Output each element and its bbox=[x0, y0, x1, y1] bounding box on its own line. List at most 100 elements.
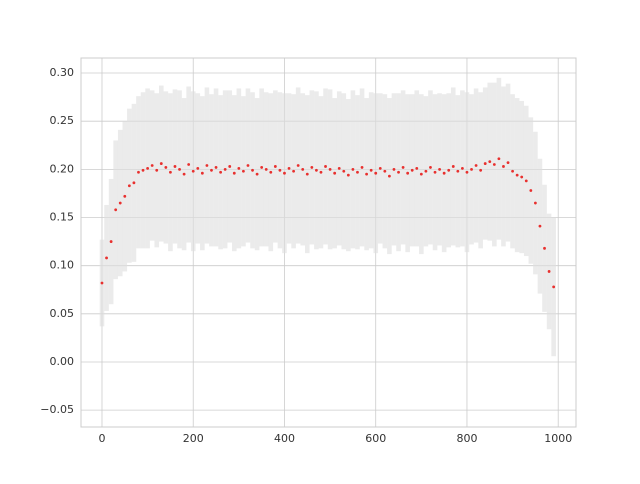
point bbox=[524, 179, 528, 183]
point bbox=[433, 170, 437, 174]
point bbox=[105, 256, 108, 260]
point bbox=[533, 201, 537, 205]
point bbox=[392, 167, 396, 171]
point bbox=[287, 166, 291, 170]
point bbox=[442, 171, 446, 175]
point bbox=[410, 168, 414, 172]
point bbox=[337, 166, 341, 170]
y-tick-label: 0.25 bbox=[50, 114, 75, 127]
point bbox=[137, 170, 140, 174]
point bbox=[470, 167, 473, 171]
point bbox=[191, 169, 195, 173]
point bbox=[415, 166, 419, 170]
point bbox=[319, 170, 323, 174]
point bbox=[205, 164, 209, 167]
point bbox=[365, 172, 368, 176]
point bbox=[492, 163, 496, 166]
point bbox=[520, 175, 524, 179]
point bbox=[515, 173, 519, 177]
point bbox=[159, 162, 163, 165]
point bbox=[333, 171, 337, 175]
point bbox=[187, 163, 191, 166]
point bbox=[310, 166, 314, 169]
point bbox=[456, 169, 460, 173]
point bbox=[100, 281, 104, 285]
point bbox=[182, 172, 186, 176]
point bbox=[273, 165, 277, 168]
point bbox=[324, 165, 327, 168]
x-tick-label: 400 bbox=[274, 432, 295, 445]
point bbox=[360, 166, 364, 169]
point bbox=[538, 224, 542, 228]
point bbox=[424, 169, 428, 173]
point bbox=[246, 164, 250, 167]
point bbox=[406, 171, 410, 175]
point bbox=[178, 167, 181, 171]
y-tick-label: 0.10 bbox=[50, 259, 75, 272]
point bbox=[214, 166, 218, 169]
point bbox=[260, 166, 264, 169]
y-tick-label: 0.05 bbox=[50, 307, 75, 320]
point bbox=[502, 165, 505, 168]
y-tick-label: 0.20 bbox=[50, 162, 75, 175]
point bbox=[543, 246, 546, 250]
point bbox=[451, 165, 455, 168]
point bbox=[146, 166, 150, 170]
points bbox=[100, 157, 556, 289]
point bbox=[342, 169, 346, 173]
point bbox=[511, 169, 514, 173]
point bbox=[219, 170, 223, 174]
point bbox=[264, 167, 268, 171]
point bbox=[461, 166, 464, 170]
point bbox=[401, 166, 405, 169]
point bbox=[278, 168, 282, 172]
point bbox=[283, 171, 286, 175]
point bbox=[232, 171, 236, 175]
point bbox=[269, 170, 273, 174]
point bbox=[506, 161, 510, 165]
x-tick-label: 0 bbox=[98, 432, 105, 445]
point bbox=[315, 168, 318, 172]
point bbox=[465, 170, 469, 174]
point bbox=[114, 208, 118, 212]
point bbox=[169, 170, 172, 174]
point bbox=[237, 166, 241, 170]
point bbox=[374, 171, 378, 175]
point bbox=[255, 172, 259, 176]
point bbox=[351, 167, 355, 171]
point bbox=[429, 166, 432, 169]
point bbox=[378, 166, 382, 170]
point bbox=[552, 285, 556, 289]
point bbox=[383, 169, 387, 173]
point bbox=[497, 157, 501, 161]
point bbox=[388, 174, 391, 178]
point bbox=[479, 168, 483, 172]
point bbox=[223, 167, 227, 171]
point bbox=[488, 160, 492, 164]
y-tick-label: 0.30 bbox=[50, 66, 75, 79]
point bbox=[123, 194, 127, 198]
point bbox=[200, 171, 204, 175]
point bbox=[369, 168, 373, 172]
point bbox=[150, 164, 154, 167]
point bbox=[118, 201, 122, 205]
x-tick-label: 600 bbox=[365, 432, 386, 445]
point bbox=[196, 166, 200, 170]
point bbox=[251, 168, 254, 172]
point bbox=[242, 169, 245, 173]
point bbox=[132, 181, 136, 185]
point bbox=[141, 168, 145, 172]
point bbox=[474, 164, 478, 167]
x-tick-label: 200 bbox=[183, 432, 204, 445]
point bbox=[447, 168, 451, 172]
point bbox=[301, 167, 305, 171]
y-tick-label: 0.00 bbox=[50, 355, 75, 368]
x-tick-label: 800 bbox=[456, 432, 477, 445]
point bbox=[346, 173, 350, 177]
point bbox=[529, 189, 533, 192]
point bbox=[164, 166, 168, 169]
point bbox=[228, 165, 232, 168]
x-tick-label: 1000 bbox=[544, 432, 572, 445]
point bbox=[328, 167, 332, 171]
